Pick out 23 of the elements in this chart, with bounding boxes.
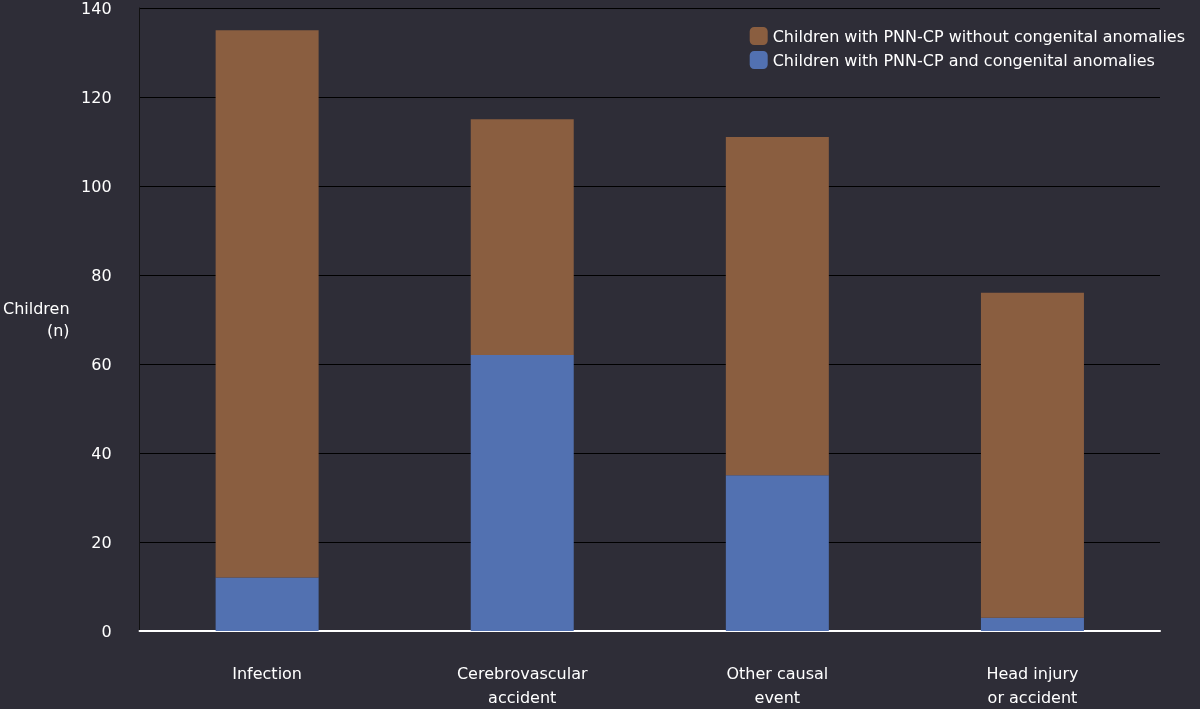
x-tick-label: Infection <box>232 663 303 683</box>
bar <box>470 119 574 356</box>
y-tick-label: 20 <box>91 532 112 552</box>
bar <box>980 292 1084 618</box>
y-tick-label: 80 <box>91 265 112 285</box>
legend-label: Children with PNN-CP without congenital anomalies <box>772 26 1186 46</box>
y-tick-label: 60 <box>91 354 112 374</box>
y-tick-label: 120 <box>81 87 112 107</box>
x-tick-label: Head injury or accident <box>986 663 1079 707</box>
y-axis-title: Children (n) <box>2 299 70 340</box>
bar <box>980 617 1084 631</box>
x-tick-label: Other causal event <box>726 663 829 707</box>
y-tick-label: 100 <box>81 176 112 196</box>
bar <box>215 30 319 578</box>
x-tick-label: Cerebrovascular accident <box>456 663 588 707</box>
y-tick-label: 0 <box>101 621 112 641</box>
y-tick-label: 140 <box>81 0 112 18</box>
bar <box>725 137 829 476</box>
bar <box>470 355 574 631</box>
legend-label: Children with PNN-CP and congenital anomalies <box>772 50 1155 70</box>
bar <box>725 475 829 631</box>
bar <box>215 577 319 631</box>
y-tick-label: 40 <box>91 443 112 463</box>
